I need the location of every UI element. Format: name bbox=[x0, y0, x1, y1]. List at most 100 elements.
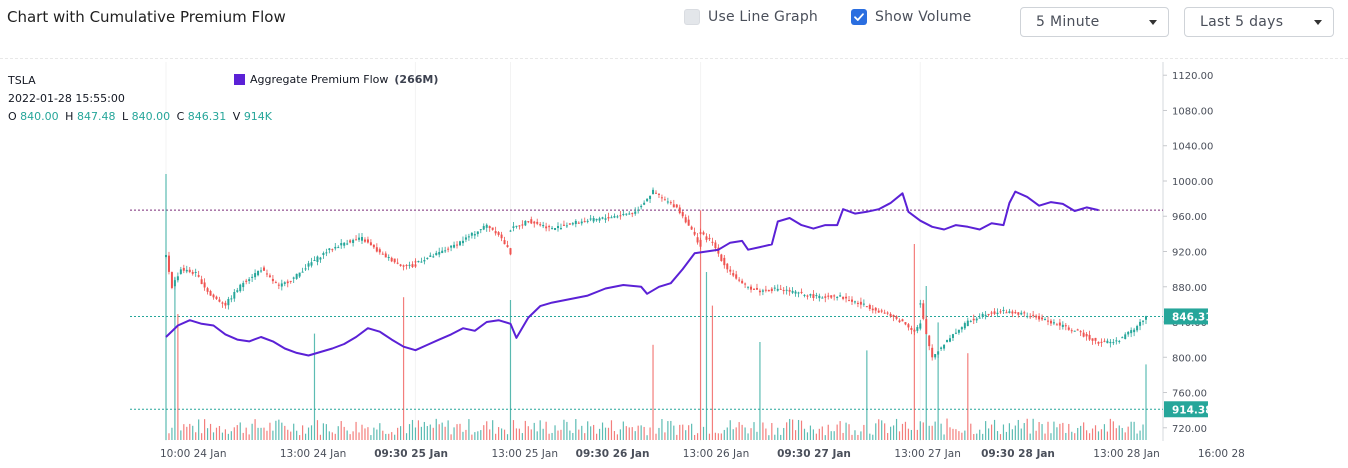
volume-bar bbox=[183, 424, 185, 440]
candle-body bbox=[1023, 312, 1026, 314]
volume-bar bbox=[596, 433, 598, 440]
volume-bar bbox=[652, 344, 654, 440]
volume-bar bbox=[783, 427, 785, 440]
candle-body bbox=[910, 327, 913, 330]
candle-body bbox=[901, 319, 904, 322]
open-key: O bbox=[8, 110, 17, 123]
show-volume-checkbox[interactable] bbox=[851, 9, 867, 25]
candle-body bbox=[824, 296, 827, 298]
candle-body bbox=[934, 354, 937, 358]
volume-bar bbox=[426, 426, 428, 440]
y-tick-label: 920.00 bbox=[1172, 248, 1207, 259]
candle-body bbox=[530, 219, 533, 224]
range-select[interactable]: Last 5 days bbox=[1184, 7, 1334, 37]
volume-bar bbox=[857, 434, 859, 440]
volume-bar bbox=[922, 422, 924, 440]
volume-bar bbox=[584, 433, 586, 440]
candle-body bbox=[779, 288, 782, 290]
candle-body bbox=[595, 218, 598, 221]
candle-body bbox=[325, 252, 328, 254]
candle-body bbox=[482, 226, 485, 230]
volume-bar bbox=[322, 423, 324, 440]
volume-bar bbox=[269, 422, 271, 440]
volume-bar bbox=[768, 435, 770, 440]
volume-bar bbox=[898, 431, 901, 440]
candle-body bbox=[248, 279, 251, 282]
chevron-down-icon bbox=[1149, 20, 1157, 25]
volume-bar bbox=[682, 424, 684, 440]
volume-bar bbox=[812, 429, 814, 440]
candle-body bbox=[747, 286, 750, 288]
candle-body bbox=[295, 273, 298, 279]
candle-body bbox=[509, 248, 512, 255]
ohlc-legend: TSLA 2022-01-28 15:55:00 O 840.00 H 847.… bbox=[8, 72, 275, 126]
candle-body bbox=[931, 347, 934, 358]
volume-bar bbox=[575, 419, 577, 440]
candle-body bbox=[1044, 319, 1047, 321]
volume-bar bbox=[990, 424, 993, 440]
candle-body bbox=[334, 246, 337, 249]
candle-body bbox=[969, 320, 972, 322]
volume-bar bbox=[765, 428, 767, 440]
interval-select[interactable]: 5 Minute bbox=[1020, 7, 1169, 37]
volume-bar bbox=[685, 430, 687, 440]
candle-body bbox=[372, 244, 375, 248]
volume-bar bbox=[1044, 433, 1046, 440]
candle-body bbox=[559, 227, 562, 229]
volume-bar bbox=[744, 427, 746, 440]
volume-bar bbox=[376, 429, 378, 440]
candle-body bbox=[1103, 340, 1106, 342]
candle-body bbox=[337, 247, 340, 249]
candle-body bbox=[512, 226, 515, 228]
candle-body bbox=[744, 283, 747, 285]
last-price-tag-bg bbox=[1164, 308, 1208, 325]
candle-body bbox=[170, 272, 173, 288]
candle-body bbox=[277, 284, 280, 286]
volume-bar bbox=[405, 433, 408, 440]
volume-bar bbox=[625, 426, 627, 440]
volume-bar bbox=[833, 431, 835, 440]
candle-body bbox=[625, 213, 628, 215]
volume-bar bbox=[1121, 427, 1123, 440]
volume-bar bbox=[304, 433, 307, 440]
show-volume-toggle[interactable]: Show Volume bbox=[851, 9, 972, 25]
candle-body bbox=[411, 264, 414, 268]
volume-bar bbox=[655, 433, 657, 440]
candle-body bbox=[298, 272, 301, 277]
volume-bar bbox=[370, 435, 372, 440]
candle-body bbox=[871, 308, 874, 311]
candle-body bbox=[889, 313, 892, 317]
volume-bar bbox=[759, 342, 761, 440]
volume-bar bbox=[637, 425, 639, 440]
candle-body bbox=[1109, 341, 1112, 344]
line-graph-toggle[interactable]: Use Line Graph bbox=[684, 9, 818, 25]
volume-bar bbox=[830, 431, 832, 440]
volume-bar bbox=[465, 429, 467, 440]
volume-bar bbox=[394, 434, 396, 440]
candle-body bbox=[960, 327, 963, 330]
candle-body bbox=[652, 189, 655, 195]
line-graph-checkbox[interactable] bbox=[684, 9, 700, 25]
candle-body bbox=[785, 289, 788, 291]
candle-body bbox=[280, 283, 283, 287]
volume-bar bbox=[1136, 433, 1138, 440]
candle-body bbox=[904, 322, 907, 325]
candle-body bbox=[453, 244, 456, 248]
candle-body bbox=[616, 216, 619, 218]
candle-body bbox=[758, 290, 761, 293]
volume-bar bbox=[970, 423, 972, 440]
volume-bar bbox=[598, 428, 601, 440]
volume-bar bbox=[952, 428, 954, 440]
candle-body bbox=[568, 223, 571, 225]
volume-bar bbox=[1005, 431, 1008, 440]
candle-body bbox=[753, 288, 755, 290]
candle-body bbox=[444, 250, 447, 252]
low-key: L bbox=[121, 110, 129, 123]
candle-body bbox=[1136, 326, 1139, 331]
candle-body bbox=[464, 237, 467, 240]
volume-bar bbox=[349, 434, 351, 440]
candle-body bbox=[423, 260, 426, 262]
candle-body bbox=[429, 255, 432, 257]
candle-body bbox=[263, 267, 265, 271]
